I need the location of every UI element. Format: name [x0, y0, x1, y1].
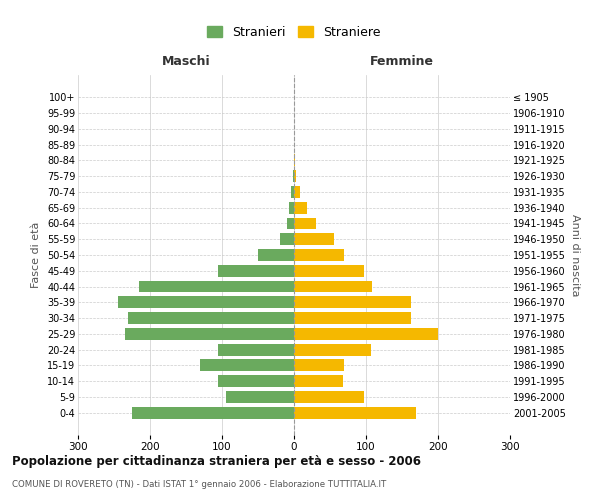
Y-axis label: Fasce di età: Fasce di età [31, 222, 41, 288]
Bar [294, 265, 364, 276]
Legend: Stranieri, Straniere: Stranieri, Straniere [205, 24, 383, 42]
Bar [289, 202, 294, 213]
Text: Maschi: Maschi [161, 55, 211, 68]
Text: COMUNE DI ROVERETO (TN) - Dati ISTAT 1° gennaio 2006 - Elaborazione TUTTITALIA.I: COMUNE DI ROVERETO (TN) - Dati ISTAT 1° … [12, 480, 386, 489]
Bar [294, 218, 316, 230]
Bar [132, 407, 294, 418]
Bar [200, 360, 294, 372]
Bar [294, 312, 410, 324]
Bar [294, 186, 300, 198]
Bar [139, 280, 294, 292]
Y-axis label: Anni di nascita: Anni di nascita [569, 214, 580, 296]
Bar [294, 407, 416, 418]
Bar [294, 296, 410, 308]
Bar [294, 360, 344, 372]
Bar [226, 391, 294, 403]
Bar [218, 344, 294, 355]
Bar [294, 328, 438, 340]
Bar [218, 265, 294, 276]
Bar [125, 328, 294, 340]
Bar [294, 376, 343, 387]
Bar [258, 249, 294, 261]
Bar [294, 154, 295, 166]
Bar [294, 344, 371, 355]
Bar [294, 234, 334, 245]
Bar [294, 202, 307, 213]
Bar [294, 249, 344, 261]
Bar [291, 186, 294, 198]
Bar [294, 391, 364, 403]
Bar [280, 234, 294, 245]
Bar [118, 296, 294, 308]
Bar [218, 376, 294, 387]
Bar [294, 280, 372, 292]
Text: Femmine: Femmine [370, 55, 434, 68]
Bar [293, 170, 294, 182]
Bar [128, 312, 294, 324]
Bar [294, 170, 296, 182]
Bar [287, 218, 294, 230]
Text: Popolazione per cittadinanza straniera per età e sesso - 2006: Popolazione per cittadinanza straniera p… [12, 455, 421, 468]
